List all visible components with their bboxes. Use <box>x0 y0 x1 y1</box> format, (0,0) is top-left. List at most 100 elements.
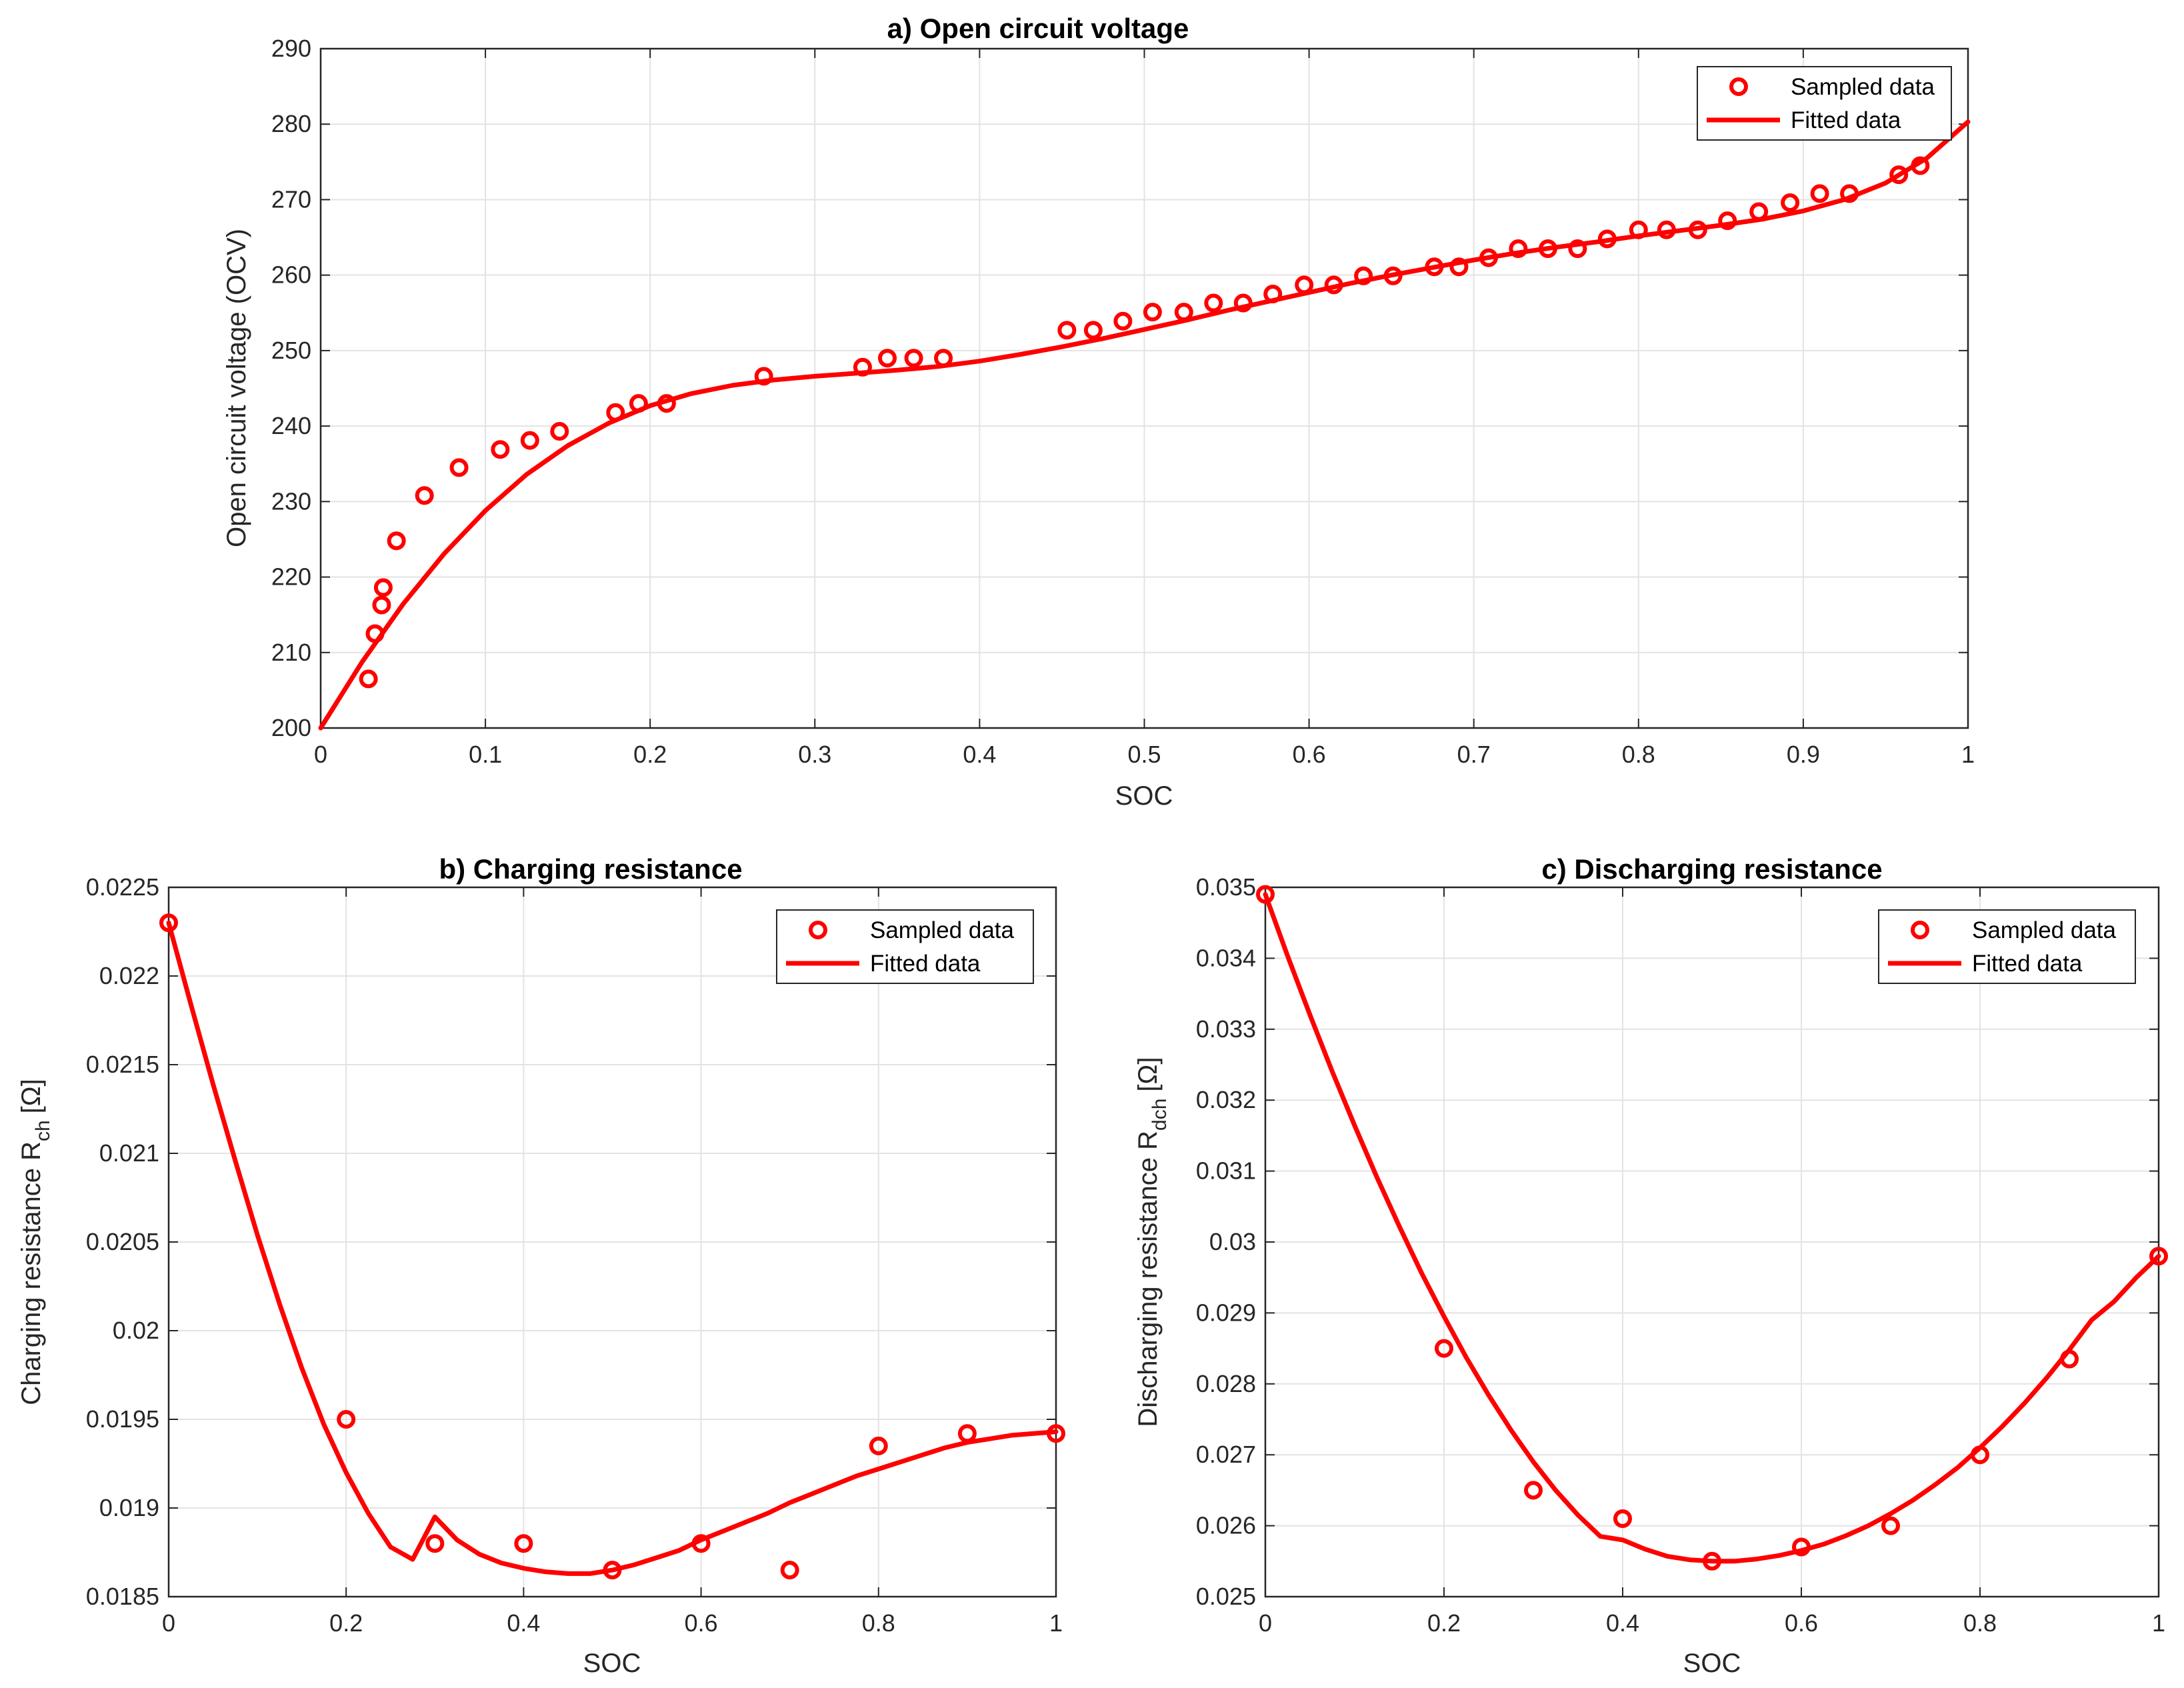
legend-label-fitted: Fitted data <box>1791 107 1901 133</box>
sampled-point <box>1435 1339 1453 1358</box>
y-axis-label: Discharging resistance Rdch [Ω] <box>1133 1057 1171 1427</box>
y-axis-label-unit: [Ω] <box>17 1079 46 1113</box>
fitted-line <box>1263 892 2161 1564</box>
y-axis-label-main: Charging resistance R <box>17 1141 46 1405</box>
sampled-point <box>491 440 510 459</box>
y-tick-label: 0.033 <box>1196 1015 1256 1043</box>
legend-marker-sampled <box>809 921 827 939</box>
sampled-point <box>869 1436 888 1455</box>
x-axis-label: SOC <box>1683 1649 1741 1678</box>
sampled-point <box>934 349 953 368</box>
panel-discharging-resistance: 0 0.2 0.4 0.6 0.8 1 0.025 0.026 0.027 0.028 0.029 0… <box>1133 853 2168 1678</box>
sampled-point <box>754 367 773 386</box>
sampled-point <box>1263 284 1283 303</box>
sampled-markers <box>159 913 1065 1580</box>
y-tick-label: 0.031 <box>1196 1157 1256 1185</box>
y-tick-label: 270 <box>271 185 311 213</box>
sampled-point <box>1204 293 1223 313</box>
y-tick-label: 0.028 <box>1196 1370 1256 1397</box>
panel-charging-resistance: 0 0.2 0.4 0.6 0.8 1 0.0185 0.019 0.0195 0.02 0.020… <box>17 853 1065 1678</box>
x-axis-label: SOC <box>583 1649 641 1678</box>
sampled-point <box>957 1424 977 1443</box>
y-tick-label: 0.034 <box>1196 944 1256 971</box>
y-tick-label: 0.032 <box>1196 1086 1256 1113</box>
legend-label-sampled: Sampled data <box>1791 74 1935 100</box>
legend: Sampled data Fitted data <box>1697 66 1952 141</box>
y-tick-label: 0.019 <box>99 1494 159 1521</box>
y-tick-label: 0.0185 <box>86 1583 159 1610</box>
sampled-point <box>514 1534 533 1553</box>
y-tick-label: 250 <box>271 337 311 364</box>
sampled-point <box>1911 156 1930 175</box>
sampled-point <box>878 349 897 368</box>
legend: Sampled data Fitted data <box>1878 909 2136 984</box>
y-tick-label: 230 <box>271 487 311 515</box>
legend-label-fitted: Fitted data <box>1972 951 2083 977</box>
x-tick-label: 1 <box>1049 1609 1063 1637</box>
chart-title: b) Charging resistance <box>439 853 742 885</box>
sampled-point <box>629 394 648 413</box>
sampled-point <box>1703 1551 1721 1571</box>
sampled-point <box>606 403 625 422</box>
x-tick-label: 0.4 <box>1606 1609 1639 1637</box>
sampled-point <box>1057 321 1077 340</box>
x-tick-label: 0.7 <box>1457 741 1491 768</box>
sampled-point <box>1749 202 1769 221</box>
y-tick-label: 0.02 <box>113 1317 159 1344</box>
sampled-point <box>1524 1481 1543 1500</box>
y-tick-label: 260 <box>271 261 311 289</box>
sampled-point <box>1629 220 1648 239</box>
sampled-point <box>365 624 385 643</box>
sampled-point <box>1479 248 1498 267</box>
sampled-point <box>387 531 406 551</box>
sampled-point <box>1781 193 1800 212</box>
y-tick-label: 0.029 <box>1196 1299 1256 1326</box>
axis-ticks: 0 0.2 0.4 0.6 0.8 1 0.0185 0.019 0.0195 0.02 0.020… <box>86 873 1063 1637</box>
sampled-point <box>657 394 676 413</box>
x-tick-label: 1 <box>1961 741 1975 768</box>
sampled-point <box>372 595 391 615</box>
y-tick-label: 0.0225 <box>86 873 159 901</box>
x-tick-label: 0.2 <box>633 741 667 768</box>
legend: Sampled data Fitted data <box>776 909 1034 984</box>
sampled-point <box>1425 257 1444 277</box>
sampled-point <box>1889 165 1909 185</box>
y-tick-label: 210 <box>271 639 311 666</box>
sampled-point <box>1613 1509 1632 1528</box>
fitted-curve <box>166 920 1059 1576</box>
sampled-point <box>415 486 434 505</box>
y-tick-label: 0.0205 <box>86 1228 159 1255</box>
sampled-point <box>1295 275 1314 295</box>
y-tick-label: 0.022 <box>99 962 159 989</box>
sampled-point <box>1840 184 1859 203</box>
sampled-point <box>159 913 178 933</box>
sampled-point <box>1449 257 1469 277</box>
chart-title: c) Discharging resistance <box>1541 853 1882 885</box>
legend-label-sampled: Sampled data <box>1972 917 2117 943</box>
sampled-point <box>449 458 469 477</box>
sampled-point <box>780 1561 799 1580</box>
legend-marker-sampled <box>1729 77 1748 96</box>
sampled-point <box>1256 885 1275 904</box>
y-tick-label: 0.035 <box>1196 873 1256 901</box>
fitted-curve <box>318 119 1971 731</box>
y-tick-label: 0.0195 <box>86 1405 159 1433</box>
sampled-point <box>373 578 393 597</box>
y-axis-label-main: Discharging resistance R <box>1133 1131 1163 1427</box>
sampled-point <box>1792 1537 1811 1557</box>
sampled-point <box>520 431 539 450</box>
y-tick-label: 240 <box>271 412 311 439</box>
x-tick-label: 0.9 <box>1787 741 1820 768</box>
y-tick-label: 280 <box>271 110 311 137</box>
x-tick-label: 0.5 <box>1127 741 1161 768</box>
sampled-point <box>550 422 569 441</box>
sampled-point <box>904 349 923 368</box>
sampled-point <box>1113 311 1133 331</box>
sampled-point <box>603 1561 622 1580</box>
y-tick-label: 0.026 <box>1196 1512 1256 1539</box>
sampled-point <box>1597 229 1617 249</box>
sampled-point <box>359 669 378 689</box>
x-tick-label: 0 <box>162 1609 175 1637</box>
